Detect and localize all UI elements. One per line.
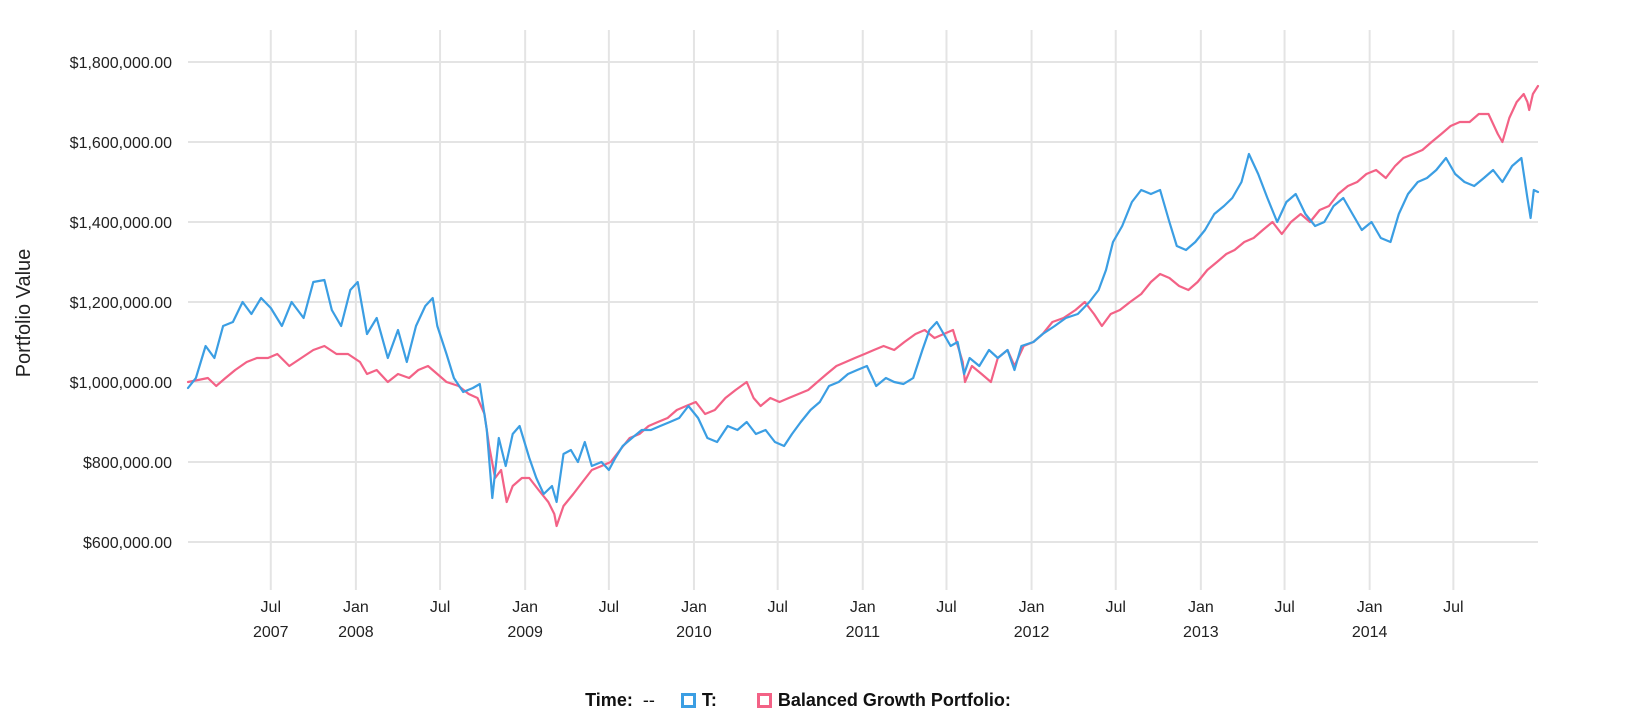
x-tick-label: Jan xyxy=(512,599,538,616)
x-tick-year-label: 2008 xyxy=(338,624,374,641)
x-tick-label: Jul xyxy=(430,599,450,616)
x-tick-year-label: 2013 xyxy=(1183,624,1219,641)
legend-item-balanced-growth-portfolio[interactable]: Balanced Growth Portfolio: xyxy=(756,689,1011,711)
y-tick-label: $1,600,000.00 xyxy=(70,135,172,152)
x-tick-year-label: 2009 xyxy=(507,624,543,641)
legend-time-label: Time: xyxy=(585,689,633,710)
x-tick-label: Jul xyxy=(936,599,956,616)
x-tick-label: Jan xyxy=(1357,599,1383,616)
series-lines xyxy=(186,84,1540,528)
legend-item-t[interactable]: T: xyxy=(680,689,717,711)
legend-swatch-balanced-growth-portfolio xyxy=(756,692,772,708)
legend-label-balanced-growth-portfolio: Balanced Growth Portfolio: xyxy=(777,689,1011,710)
y-axis-tick-labels: $600,000.00 $800,000.00 $1,000,000.00 $1,20… xyxy=(70,55,172,552)
legend-swatch-t xyxy=(680,692,696,708)
x-tick-year-label: 2007 xyxy=(253,624,289,641)
x-tick-year-label: 2011 xyxy=(846,624,881,641)
series-line-balanced-growth-portfolio xyxy=(186,84,1540,528)
x-tick-year-label: 2014 xyxy=(1352,624,1388,641)
y-tick-label: $1,000,000.00 xyxy=(70,375,172,392)
x-tick-label: Jul xyxy=(599,599,619,616)
x-tick-label: Jul xyxy=(1106,599,1126,616)
x-tick-year-label: 2010 xyxy=(676,624,712,641)
x-tick-year-label: 2012 xyxy=(1014,624,1050,641)
y-tick-label: $1,200,000.00 xyxy=(70,295,172,312)
legend-time-value: -- xyxy=(642,689,655,710)
y-axis-title: Portfolio Value xyxy=(13,249,35,378)
x-tick-label: Jan xyxy=(343,599,369,616)
portfolio-line-chart: $600,000.00 $800,000.00 $1,000,000.00 $1,20… xyxy=(13,30,1540,641)
x-tick-label: Jul xyxy=(1443,599,1463,616)
x-tick-label: Jul xyxy=(1274,599,1294,616)
legend-label-t: T: xyxy=(701,689,717,710)
vertical-gridlines xyxy=(269,30,1455,590)
x-tick-label: Jan xyxy=(1019,599,1045,616)
y-tick-label: $1,800,000.00 xyxy=(70,55,172,72)
x-tick-label: Jan xyxy=(1188,599,1214,616)
x-tick-label: Jan xyxy=(681,599,707,616)
x-tick-label: Jul xyxy=(767,599,787,616)
y-tick-label: $600,000.00 xyxy=(83,535,172,552)
x-tick-label: Jan xyxy=(850,599,876,616)
legend-time: Time: -- xyxy=(585,690,655,711)
series-line-t xyxy=(186,152,1540,504)
legend: Time: -- T: Balanced Growth Portfolio: xyxy=(0,686,1636,714)
y-tick-label: $1,400,000.00 xyxy=(70,215,172,232)
x-tick-label: Jul xyxy=(261,599,281,616)
y-tick-label: $800,000.00 xyxy=(83,455,172,472)
x-axis-tick-labels: Jul 2007 Jan 2008 Jul Jan 2009 Jul Jan 2010 Jul Jan… xyxy=(253,599,1464,641)
